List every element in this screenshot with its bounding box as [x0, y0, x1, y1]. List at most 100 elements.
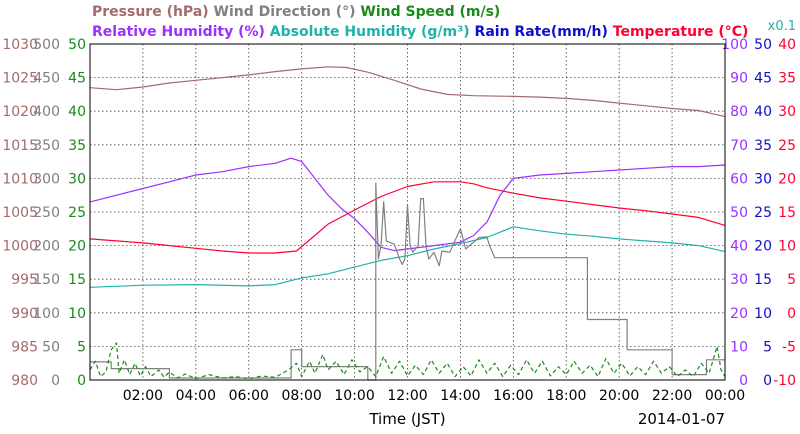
series-line-pressure-hpa	[89, 66, 726, 118]
x-axis-tick: 04:00	[176, 388, 216, 404]
right-axis-tick-rain_rate: 50	[754, 37, 772, 53]
left-axis-tick-pressure: 980	[11, 373, 38, 389]
x-axis-tick: 02:00	[123, 388, 163, 404]
left-axis-tick-wind_direction: 300	[33, 171, 60, 187]
legend-entry: Temperature (°C)	[608, 24, 749, 40]
right-axis-tick-temperature: 30	[778, 104, 796, 120]
left-axis-tick-wind_direction: 150	[33, 272, 60, 288]
legend-entry: Rain Rate(mm/h)	[470, 24, 608, 40]
x-axis-tick: 20:00	[599, 388, 639, 404]
series-layer	[89, 66, 726, 381]
right-axis-tick-temperature: 35	[778, 71, 796, 87]
left-axis-tick-wind_speed: 25	[68, 205, 86, 221]
right-axis-tick-relative_humidity: 20	[730, 306, 748, 322]
right-axis-tick-temperature: 25	[778, 138, 796, 154]
right-axis-tick-relative_humidity: 100	[721, 37, 748, 53]
right-axis-tick-temperature: 10	[778, 239, 796, 255]
x-axis-tick: 00:00	[705, 388, 745, 404]
x-axis-tick: 16:00	[493, 388, 533, 404]
left-axis-tick-wind_direction: 0	[51, 373, 60, 389]
legend-row-1: Pressure (hPa) Wind Direction (°) Wind S…	[92, 4, 500, 20]
left-axis-tick-pressure: 1030	[2, 37, 38, 53]
legend-entry: Absolute Humidity (g/m³)	[265, 24, 470, 40]
right-axis-tick-temperature: 15	[778, 205, 796, 221]
right-axis-tick-rain_rate: 35	[754, 138, 772, 154]
plot-frame	[89, 43, 726, 381]
legend-entry: Relative Humidity (%)	[92, 24, 265, 40]
right-axis-tick-relative_humidity: 50	[730, 205, 748, 221]
right-axis-tick-rain_rate: 20	[754, 239, 772, 255]
left-axis-tick-wind_direction: 50	[42, 339, 60, 355]
left-axis-tick-wind_speed: 40	[68, 104, 86, 120]
left-axis-tick-wind_direction: 100	[33, 306, 60, 322]
left-axis-tick-wind_direction: 250	[33, 205, 60, 221]
left-axis-tick-wind_direction: 450	[33, 71, 60, 87]
x-axis-tick: 08:00	[281, 388, 321, 404]
right-axis-tick-relative_humidity: 70	[730, 138, 748, 154]
x-axis-tick: 18:00	[546, 388, 586, 404]
left-axis-tick-wind_speed: 30	[68, 171, 86, 187]
right-axis-tick-relative_humidity: 0	[739, 373, 748, 389]
right-axis-tick-temperature: 20	[778, 171, 796, 187]
right-axis-tick-rain_rate: 5	[763, 339, 772, 355]
right-axis-tick-temperature: -10	[773, 373, 796, 389]
right-axis-tick-rain_rate: 15	[754, 272, 772, 288]
rain-scale-note: x0.1	[768, 19, 796, 34]
left-axis-tick-pressure: 1015	[2, 138, 38, 154]
x-axis-tick: 12:00	[387, 388, 427, 404]
right-axis-tick-temperature: 0	[787, 306, 796, 322]
legend: Pressure (hPa) Wind Direction (°) Wind S…	[92, 4, 748, 40]
right-axis-tick-rain_rate: 30	[754, 171, 772, 187]
right-axis-tick-relative_humidity: 90	[730, 71, 748, 87]
left-axis-tick-pressure: 1010	[2, 171, 38, 187]
x-axis-label: Time (JST)	[368, 410, 445, 428]
left-axis-tick-wind_speed: 0	[77, 373, 86, 389]
right-axis-tick-rain_rate: 40	[754, 104, 772, 120]
date-label: 2014-01-07	[638, 410, 725, 428]
left-axis-tick-wind_speed: 35	[68, 138, 86, 154]
x-axis-tick: 22:00	[652, 388, 692, 404]
left-axis-tick-wind_direction: 350	[33, 138, 60, 154]
right-axis-tick-rain_rate: 45	[754, 71, 772, 87]
legend-entry: Wind Speed (m/s)	[356, 4, 501, 20]
left-axis-tick-wind_speed: 15	[68, 272, 86, 288]
right-axis-tick-relative_humidity: 60	[730, 171, 748, 187]
left-axis-tick-pressure: 985	[11, 339, 38, 355]
series-line-absolute-humidity-g-m	[89, 226, 726, 288]
grid	[90, 44, 725, 380]
left-axis-tick-pressure: 995	[11, 272, 38, 288]
series-line-wind-speed-m-s	[89, 342, 726, 380]
x-axis-tick: 06:00	[229, 388, 269, 404]
series-line-temperature-c	[89, 181, 726, 254]
legend-entry: Pressure (hPa)	[92, 4, 209, 20]
left-axis-tick-wind_direction: 400	[33, 104, 60, 120]
legend-row-2: Relative Humidity (%) Absolute Humidity …	[92, 24, 748, 40]
left-axis-tick-wind_speed: 5	[77, 339, 86, 355]
right-axis-tick-rain_rate: 10	[754, 306, 772, 322]
right-axis-tick-temperature: -5	[782, 339, 796, 355]
left-axis-tick-wind_direction: 200	[33, 239, 60, 255]
legend-entry: Wind Direction (°)	[209, 4, 356, 20]
right-axis-tick-rain_rate: 0	[763, 373, 772, 389]
right-axis-tick-relative_humidity: 30	[730, 272, 748, 288]
axes: 9809859909951000100510101015102010251030…	[2, 37, 796, 404]
left-axis-tick-pressure: 1025	[2, 71, 38, 87]
x-axis-tick: 14:00	[440, 388, 480, 404]
right-axis-tick-rain_rate: 25	[754, 205, 772, 221]
left-axis-tick-wind_speed: 10	[68, 306, 86, 322]
left-axis-tick-wind_direction: 500	[33, 37, 60, 53]
left-axis-tick-wind_speed: 50	[68, 37, 86, 53]
right-axis-tick-temperature: 40	[778, 37, 796, 53]
right-axis-tick-relative_humidity: 80	[730, 104, 748, 120]
left-axis-tick-pressure: 990	[11, 306, 38, 322]
series-line-wind-direction	[90, 182, 725, 381]
x-axis-tick: 10:00	[334, 388, 374, 404]
left-axis-tick-pressure: 1005	[2, 205, 38, 221]
series-line-relative-humidity	[89, 157, 726, 252]
left-axis-tick-pressure: 1000	[2, 239, 38, 255]
right-axis-tick-temperature: 5	[787, 272, 796, 288]
right-axis-tick-relative_humidity: 10	[730, 339, 748, 355]
left-axis-tick-wind_speed: 45	[68, 71, 86, 87]
left-axis-tick-wind_speed: 20	[68, 239, 86, 255]
